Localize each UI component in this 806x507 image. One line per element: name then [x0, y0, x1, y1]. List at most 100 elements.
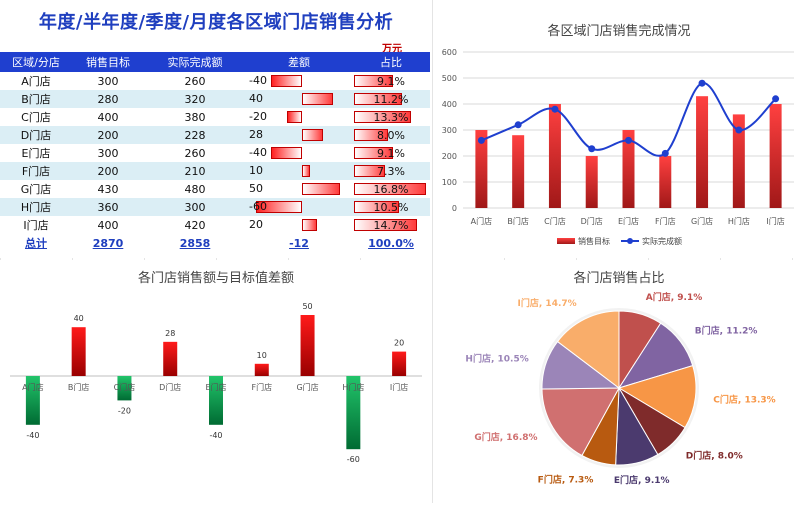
total-diff: -12: [289, 236, 309, 250]
diff-data-bar: [302, 219, 318, 231]
data-label: -40: [26, 431, 39, 440]
completion-chart-panel: 各区域门店销售完成情况 0 100 200 300 400 500 600 A门店 B门店 C门店 D…: [433, 0, 806, 258]
x-tick-label: B门店: [68, 382, 90, 392]
cell-actual: 320: [144, 90, 246, 108]
x-tick-label: D门店: [159, 382, 181, 392]
positive-diff-bar: [163, 341, 178, 376]
total-target: 2870: [92, 236, 124, 250]
y-tick-label: 600: [442, 48, 457, 57]
legend-actual: 实际完成额: [642, 236, 682, 246]
actual-point: [551, 105, 559, 113]
x-tick-label: D门店: [581, 216, 603, 226]
x-tick-label: C门店: [114, 382, 136, 392]
cell-actual: 300: [144, 198, 246, 216]
slice-label: H门店, 10.5%: [465, 352, 528, 364]
share-pie-panel: 各门店销售占比 A门店, 9.1% B门店, 11.2% C门店, 13.3% D门店,…: [433, 260, 806, 503]
diff-value: -40: [249, 74, 267, 87]
table-row: G门店 430 480 50 16.8%: [0, 180, 430, 198]
table-row: F门店 200 210 10 7.3%: [0, 162, 430, 180]
pct-value: 16.8%: [373, 182, 409, 196]
cell-target: 300: [97, 74, 119, 88]
cell-store: H门店: [0, 198, 72, 216]
cell-pct: 8.0%: [352, 126, 430, 144]
cell-store: C门店: [21, 111, 51, 124]
data-label: -60: [347, 455, 360, 464]
cell-pct: 16.8%: [352, 180, 430, 198]
cell-diff: 20: [246, 216, 352, 234]
cell-diff: -40: [246, 144, 352, 162]
pie-slice: [556, 310, 620, 390]
data-label: 28: [165, 329, 175, 338]
difference-chart: 各门店销售额与目标值差额 -40 A门店 40 B门店 -20 C门店 28 D门店 -40 E门店…: [10, 270, 422, 464]
y-tick-label: 500: [442, 74, 457, 83]
target-bar: [696, 96, 709, 208]
x-tick-label: H门店: [342, 382, 364, 392]
legend-swatch-target: [557, 238, 575, 244]
total-actual: 2858: [179, 236, 211, 250]
header-diff: 差额: [246, 52, 352, 72]
x-tick-label: E门店: [205, 382, 226, 392]
positive-diff-bar: [254, 363, 269, 376]
diff-data-bar: [302, 183, 341, 195]
y-tick-label: 300: [442, 126, 457, 135]
diff-value: -40: [249, 146, 267, 159]
pct-data-bar: [354, 75, 393, 87]
diff-value: 50: [249, 182, 263, 195]
pct-data-bar: [354, 129, 389, 141]
cell-target: 280: [72, 90, 144, 108]
cell-actual: 420: [184, 218, 206, 232]
table-row: H门店 360 300 -60 10.5%: [0, 198, 430, 216]
data-label: 10: [257, 351, 267, 360]
slice-label: E门店, 9.1%: [614, 474, 670, 486]
y-tick-label: 0: [452, 204, 457, 213]
unit-label: 万元: [382, 44, 402, 55]
diff-value: 40: [249, 92, 263, 105]
cell-diff: 28: [246, 126, 352, 144]
legend-marker-actual: [627, 238, 633, 244]
cell-actual: 260: [184, 74, 206, 88]
pct-value: 14.7%: [373, 218, 409, 232]
chart-title: 各区域门店销售完成情况: [547, 23, 690, 39]
cell-actual: 260: [184, 146, 206, 160]
data-label: -40: [209, 431, 222, 440]
cell-pct: 9.1%: [352, 144, 430, 162]
pct-value: 11.2%: [373, 92, 409, 106]
x-tick-label: A门店: [471, 216, 492, 226]
total-pct: 100.0%: [368, 236, 414, 250]
x-tick-label: A门店: [22, 382, 43, 392]
pct-data-bar: [354, 93, 402, 105]
diff-data-bar: [256, 201, 302, 213]
x-tick-label: E门店: [618, 216, 639, 226]
diff-data-bar: [271, 75, 302, 87]
diff-value: 20: [249, 218, 263, 231]
cell-diff: 50: [246, 180, 352, 198]
pie-slice: [541, 387, 620, 457]
y-tick-label: 200: [442, 152, 457, 161]
cell-diff: 40: [246, 90, 352, 108]
x-tick-label: B门店: [507, 216, 529, 226]
sales-table: 区域/分店 销售目标 实际完成额 差额 占比 A门店 300 260 -40 9.1% B…: [0, 52, 430, 252]
table-row: C门店 400 380 -20 13.3%: [0, 108, 430, 126]
data-label: -20: [118, 406, 131, 415]
y-tick-label: 400: [442, 100, 457, 109]
cell-store: D门店: [0, 126, 72, 144]
completion-chart: 各区域门店销售完成情况 0 100 200 300 400 500 600 A门店 B门店 C门店 D…: [442, 23, 794, 246]
x-tick-label: I门店: [390, 382, 408, 392]
diff-value: -20: [249, 110, 267, 123]
slice-label: C门店, 13.3%: [713, 394, 775, 406]
data-label: 40: [74, 314, 84, 323]
cell-diff: -40: [246, 72, 352, 90]
table-row: D门店 200 228 28 8.0%: [0, 126, 430, 144]
target-bar: [475, 130, 488, 208]
difference-chart-panel: 各门店销售额与目标值差额 -40 A门店 40 B门店 -20 C门店 28 D门店 -40 E门店…: [0, 260, 432, 503]
pct-data-bar: [354, 183, 426, 195]
table-total-row: 总计 2870 2858 -12 100.0%: [0, 234, 430, 252]
diff-value: 28: [249, 128, 263, 141]
cell-store: I门店: [23, 219, 49, 232]
cell-store: B门店: [0, 90, 72, 108]
slice-label: D门店, 8.0%: [686, 450, 743, 462]
pct-data-bar: [354, 201, 399, 213]
x-tick-label: H门店: [728, 216, 750, 226]
slice-label: A门店, 9.1%: [646, 291, 702, 303]
legend-target: 销售目标: [578, 236, 610, 246]
